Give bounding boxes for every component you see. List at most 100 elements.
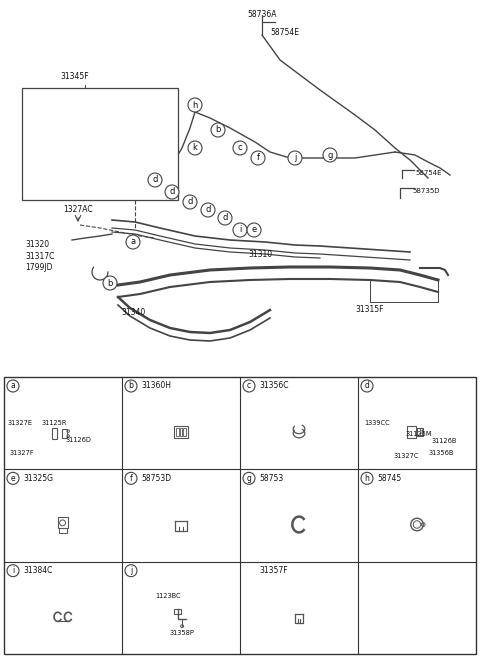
Bar bbox=[180, 428, 182, 436]
Text: 31320: 31320 bbox=[25, 240, 49, 249]
Text: 31126D: 31126D bbox=[65, 437, 91, 443]
Text: d: d bbox=[205, 206, 211, 214]
Bar bbox=[174, 609, 181, 614]
Bar bbox=[417, 428, 422, 436]
Text: d: d bbox=[187, 198, 192, 206]
Bar bbox=[59, 528, 67, 533]
Circle shape bbox=[165, 185, 179, 199]
Text: b: b bbox=[216, 125, 221, 135]
Circle shape bbox=[251, 151, 265, 165]
Text: h: h bbox=[192, 101, 198, 110]
Text: 58736A: 58736A bbox=[247, 10, 277, 19]
Circle shape bbox=[126, 235, 140, 249]
Text: 58753: 58753 bbox=[259, 474, 283, 483]
Text: 58735D: 58735D bbox=[412, 188, 440, 194]
Text: 31360H: 31360H bbox=[141, 382, 171, 390]
Circle shape bbox=[218, 211, 232, 225]
Text: 1472AV: 1472AV bbox=[38, 130, 65, 136]
Circle shape bbox=[188, 98, 202, 112]
Text: i: i bbox=[12, 566, 14, 575]
Bar bbox=[407, 426, 416, 438]
Text: d: d bbox=[152, 175, 158, 185]
Circle shape bbox=[361, 472, 373, 484]
Text: 1123BC: 1123BC bbox=[155, 593, 180, 599]
Circle shape bbox=[183, 195, 197, 209]
Text: j: j bbox=[294, 154, 296, 162]
Text: 31375: 31375 bbox=[120, 97, 143, 103]
Text: 1327AC: 1327AC bbox=[63, 205, 93, 214]
Text: 1339CC: 1339CC bbox=[364, 420, 390, 426]
Bar bbox=[22, 88, 178, 200]
Circle shape bbox=[125, 380, 137, 392]
Text: 31317C: 31317C bbox=[25, 252, 54, 261]
Text: 31327F: 31327F bbox=[10, 450, 35, 456]
Text: 31340: 31340 bbox=[122, 308, 146, 317]
Text: 31358P: 31358P bbox=[169, 630, 194, 636]
Text: 31373X: 31373X bbox=[24, 188, 51, 194]
Text: c: c bbox=[238, 143, 242, 152]
Text: d: d bbox=[169, 187, 175, 196]
Text: f: f bbox=[130, 474, 132, 483]
Bar bbox=[59, 516, 68, 528]
Text: ← 1472AV: ← 1472AV bbox=[28, 97, 63, 103]
Text: d: d bbox=[222, 214, 228, 223]
Text: g: g bbox=[327, 150, 333, 160]
Circle shape bbox=[7, 380, 19, 392]
Bar bbox=[183, 428, 186, 436]
Text: 31327E: 31327E bbox=[8, 420, 33, 426]
Text: 14720A: 14720A bbox=[116, 113, 143, 119]
Text: c: c bbox=[247, 382, 251, 390]
Circle shape bbox=[188, 141, 202, 155]
Circle shape bbox=[125, 564, 137, 577]
Text: 31125R: 31125R bbox=[42, 420, 67, 426]
Bar bbox=[62, 429, 67, 438]
Circle shape bbox=[125, 472, 137, 484]
Bar bbox=[176, 428, 179, 436]
Text: j: j bbox=[130, 566, 132, 575]
Text: 58753D: 58753D bbox=[141, 474, 171, 483]
Text: 31126B: 31126B bbox=[431, 438, 456, 444]
Text: 31125M: 31125M bbox=[405, 430, 432, 437]
Circle shape bbox=[201, 203, 215, 217]
Bar bbox=[174, 426, 188, 438]
Circle shape bbox=[148, 173, 162, 187]
Circle shape bbox=[211, 123, 225, 137]
Text: 1799JD: 1799JD bbox=[25, 263, 52, 272]
Text: 31310: 31310 bbox=[248, 250, 272, 259]
Text: 31309P: 31309P bbox=[50, 108, 77, 114]
Text: 31327C: 31327C bbox=[394, 453, 419, 459]
Circle shape bbox=[247, 223, 261, 237]
Text: d: d bbox=[365, 382, 370, 390]
Circle shape bbox=[7, 472, 19, 484]
Circle shape bbox=[288, 151, 302, 165]
Text: h: h bbox=[365, 474, 370, 483]
Text: 31356B: 31356B bbox=[429, 450, 454, 456]
Text: k: k bbox=[192, 143, 197, 152]
Circle shape bbox=[243, 472, 255, 484]
Bar bbox=[4, 377, 476, 654]
Circle shape bbox=[233, 223, 247, 237]
Text: 31315F: 31315F bbox=[355, 305, 384, 314]
Text: a: a bbox=[131, 237, 135, 246]
Text: 31356C: 31356C bbox=[259, 382, 288, 390]
Text: 58754E: 58754E bbox=[415, 170, 442, 176]
Circle shape bbox=[361, 380, 373, 392]
Text: g: g bbox=[247, 474, 252, 483]
Text: b: b bbox=[129, 382, 133, 390]
Text: i: i bbox=[239, 225, 241, 235]
Text: 31345F: 31345F bbox=[60, 72, 89, 81]
Text: 31384C: 31384C bbox=[23, 566, 52, 575]
Text: 31357F: 31357F bbox=[259, 566, 288, 575]
Bar bbox=[51, 428, 57, 439]
Text: e: e bbox=[11, 474, 15, 483]
Text: e: e bbox=[252, 225, 257, 235]
Text: a: a bbox=[11, 382, 15, 390]
Text: 14720A: 14720A bbox=[78, 147, 105, 153]
Circle shape bbox=[323, 148, 337, 162]
Text: f: f bbox=[256, 154, 260, 162]
Circle shape bbox=[243, 380, 255, 392]
Circle shape bbox=[7, 564, 19, 577]
Text: 58754E: 58754E bbox=[270, 28, 299, 37]
Text: b: b bbox=[108, 279, 113, 288]
Circle shape bbox=[233, 141, 247, 155]
